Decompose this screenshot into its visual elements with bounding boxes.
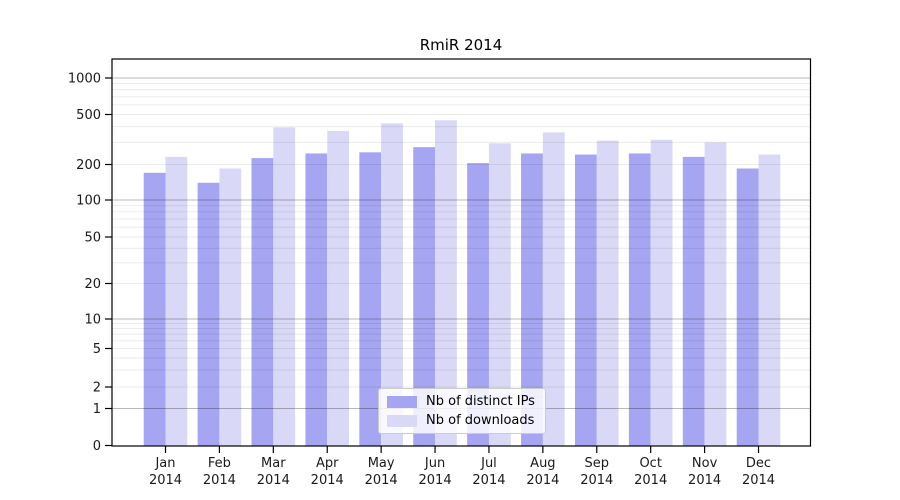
y-tick-label: 20 bbox=[84, 277, 101, 292]
x-tick-label-year: 2014 bbox=[688, 473, 721, 488]
bar-downloads-nov bbox=[704, 142, 727, 447]
bar-distinct-ips-mar bbox=[251, 158, 274, 447]
bar-downloads-jul bbox=[488, 143, 511, 446]
x-tick-label-year: 2014 bbox=[257, 473, 290, 488]
bar-downloads-feb bbox=[219, 168, 242, 446]
chart-title: RmiR 2014 bbox=[419, 36, 503, 54]
bar-distinct-ips-dec bbox=[736, 168, 759, 446]
x-tick-label-month: Oct bbox=[639, 456, 661, 471]
y-tick-label: 10 bbox=[84, 313, 101, 328]
x-tick-label-month: Feb bbox=[208, 456, 231, 471]
y-tick-label: 100 bbox=[76, 194, 101, 209]
x-tick-label-month: Jul bbox=[480, 456, 497, 471]
bar-distinct-ips-nov bbox=[682, 156, 705, 447]
x-tick-label-year: 2014 bbox=[526, 473, 559, 488]
x-tick-label-month: Jan bbox=[154, 456, 175, 471]
legend-label-downloads: Nb of downloads bbox=[426, 413, 535, 428]
x-tick-label-year: 2014 bbox=[580, 473, 613, 488]
bar-distinct-ips-jun bbox=[413, 147, 436, 446]
bar-downloads-jan bbox=[165, 156, 188, 447]
legend-item-downloads: Nb of downloads bbox=[387, 413, 537, 428]
y-tick-label: 200 bbox=[76, 158, 101, 173]
bar-distinct-ips-may bbox=[359, 152, 382, 446]
x-tick-label-month: Jun bbox=[424, 456, 445, 471]
x-tick-label-month: Sep bbox=[585, 456, 610, 471]
x-tick-label-year: 2014 bbox=[742, 473, 775, 488]
y-tick-label: 1 bbox=[93, 402, 101, 417]
x-tick-label-year: 2014 bbox=[472, 473, 505, 488]
x-tick-label-year: 2014 bbox=[311, 473, 344, 488]
legend-label-distinct-ips: Nb of distinct IPs bbox=[426, 394, 535, 409]
bar-downloads-apr bbox=[327, 130, 350, 446]
y-tick-label: 50 bbox=[84, 231, 101, 246]
bar-downloads-aug bbox=[542, 132, 565, 446]
y-tick-label: 1000 bbox=[68, 72, 101, 87]
x-tick-label-month: May bbox=[368, 456, 395, 471]
bar-downloads-jun bbox=[435, 120, 457, 446]
x-tick-label-month: Nov bbox=[692, 456, 718, 471]
bar-distinct-ips-jan bbox=[143, 172, 166, 446]
bar-downloads-sep bbox=[596, 140, 619, 446]
x-tick-label-month: Mar bbox=[261, 456, 286, 471]
x-tick-label-year: 2014 bbox=[634, 473, 667, 488]
x-tick-label-year: 2014 bbox=[203, 473, 236, 488]
x-tick-label-month: Aug bbox=[530, 456, 555, 471]
x-tick-label-month: Dec bbox=[746, 456, 771, 471]
legend-item-distinct-ips: Nb of distinct IPs bbox=[387, 394, 537, 409]
bar-distinct-ips-feb bbox=[197, 182, 220, 447]
x-tick-label-year: 2014 bbox=[419, 473, 452, 488]
x-tick-label-month: Apr bbox=[316, 456, 339, 471]
x-tick-label-year: 2014 bbox=[365, 473, 398, 488]
bar-distinct-ips-oct bbox=[628, 153, 651, 446]
bar-downloads-oct bbox=[650, 139, 673, 446]
bar-distinct-ips-jul bbox=[467, 163, 489, 446]
bar-downloads-may bbox=[381, 123, 403, 446]
y-tick-label: 2 bbox=[93, 381, 101, 396]
y-tick-label: 5 bbox=[93, 342, 101, 357]
x-tick-label-year: 2014 bbox=[149, 473, 182, 488]
bar-downloads-dec bbox=[758, 154, 781, 447]
legend-swatch-distinct-ips bbox=[387, 395, 417, 408]
bar-distinct-ips-aug bbox=[521, 153, 543, 446]
legend-swatch-downloads bbox=[387, 414, 417, 427]
bar-distinct-ips-apr bbox=[305, 153, 328, 446]
bar-downloads-mar bbox=[273, 127, 296, 446]
y-tick-label: 500 bbox=[76, 108, 101, 123]
legend: Nb of distinct IPs Nb of downloads bbox=[378, 388, 546, 434]
y-tick-label: 0 bbox=[93, 439, 101, 454]
plot-border bbox=[111, 58, 812, 447]
bar-distinct-ips-sep bbox=[574, 154, 597, 447]
